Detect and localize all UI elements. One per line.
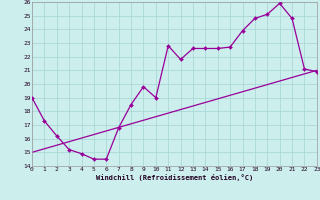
X-axis label: Windchill (Refroidissement éolien,°C): Windchill (Refroidissement éolien,°C) — [96, 174, 253, 181]
